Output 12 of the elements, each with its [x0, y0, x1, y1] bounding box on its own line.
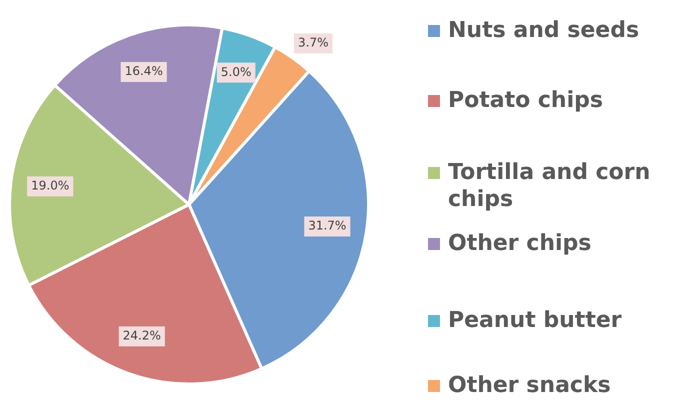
- legend-label: Other snacks: [448, 372, 611, 399]
- legend-label: Peanut butter: [448, 307, 622, 334]
- data-label: 19.0%: [31, 178, 70, 192]
- data-label: 31.7%: [308, 218, 346, 233]
- legend-label: Nuts and seeds: [448, 17, 640, 44]
- legend-label: Potato chips: [448, 87, 603, 114]
- data-label: 3.7%: [298, 36, 328, 50]
- data-label: 5.0%: [220, 64, 252, 79]
- legend-label: Other chips: [448, 230, 592, 257]
- legend-label: Tortilla and corn chips: [448, 159, 652, 213]
- data-label: 24.2%: [122, 328, 161, 342]
- data-label: 16.4%: [124, 64, 163, 78]
